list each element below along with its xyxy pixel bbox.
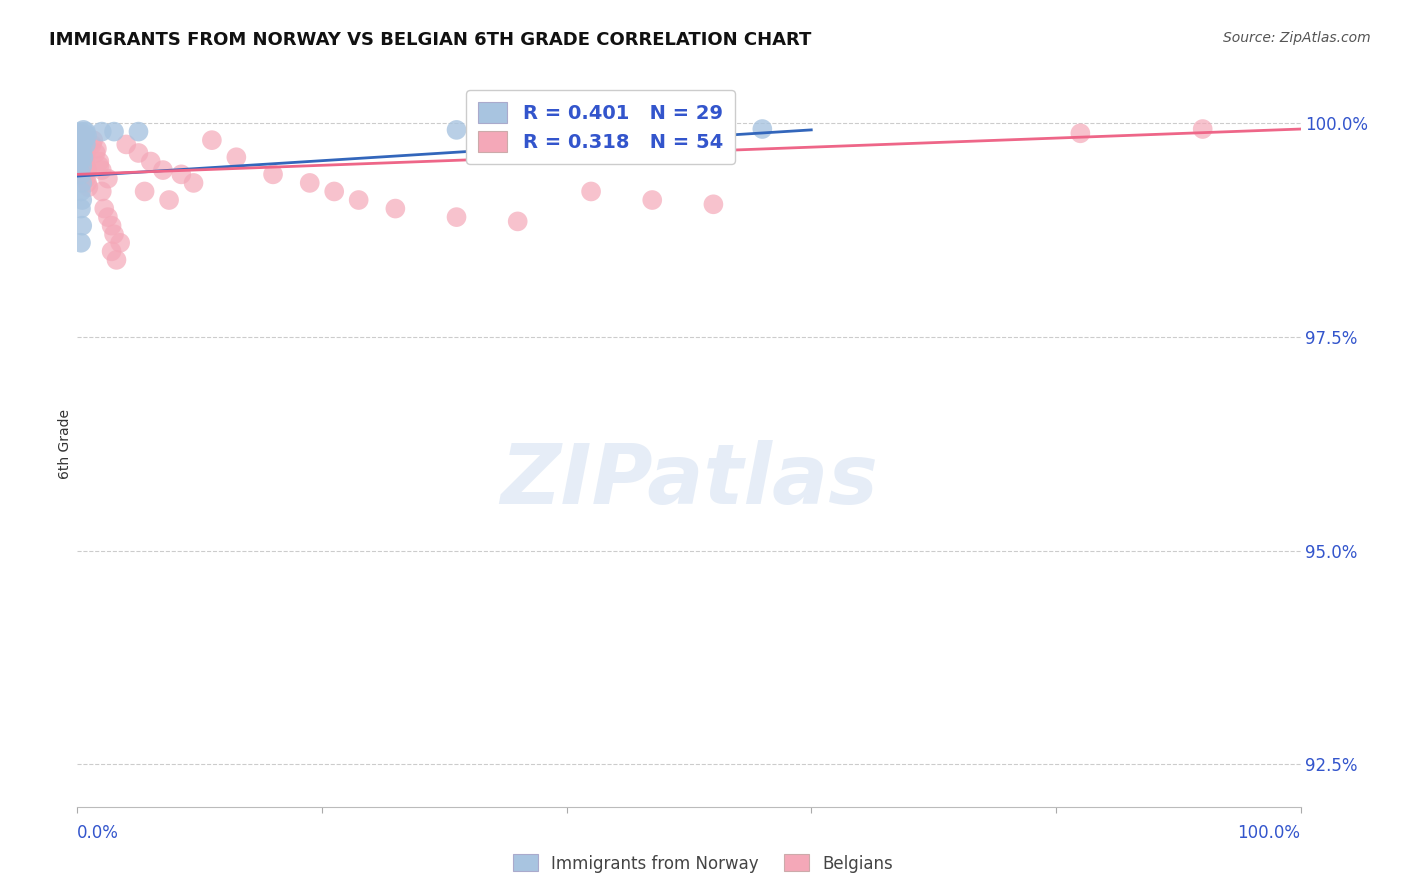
Point	[75, 125, 97, 139]
Point	[157, 193, 180, 207]
Point	[139, 154, 162, 169]
Point	[641, 193, 664, 207]
Point	[70, 125, 93, 139]
Point	[72, 150, 94, 164]
Point	[73, 144, 96, 158]
Point	[103, 227, 125, 242]
Point	[70, 176, 93, 190]
Point	[70, 219, 93, 233]
Point	[134, 185, 156, 199]
Point	[70, 126, 93, 140]
Point	[72, 135, 94, 149]
Point	[76, 128, 98, 143]
Point	[75, 159, 97, 173]
Point	[76, 163, 98, 178]
Point	[70, 126, 93, 140]
Point	[127, 125, 149, 139]
Point	[70, 235, 93, 250]
Point	[70, 133, 93, 147]
Point	[100, 219, 122, 233]
Point	[75, 145, 97, 160]
Point	[70, 185, 93, 199]
Point	[72, 128, 94, 143]
Text: 0.0%: 0.0%	[77, 824, 120, 842]
Point	[506, 214, 529, 228]
Point	[100, 244, 122, 259]
Text: IMMIGRANTS FROM NORWAY VS BELGIAN 6TH GRADE CORRELATION CHART: IMMIGRANTS FROM NORWAY VS BELGIAN 6TH GR…	[49, 31, 811, 49]
Point	[70, 142, 93, 156]
Point	[262, 167, 284, 181]
Point	[298, 176, 321, 190]
Point	[702, 197, 724, 211]
Point	[70, 145, 93, 160]
Point	[103, 125, 125, 139]
Point	[152, 163, 174, 178]
Text: ZIPatlas: ZIPatlas	[501, 440, 877, 521]
Point	[89, 159, 111, 173]
Point	[73, 154, 96, 169]
Point	[93, 202, 115, 216]
Point	[105, 252, 128, 267]
Point	[77, 180, 100, 194]
Point	[446, 123, 468, 137]
Point	[97, 210, 120, 224]
Point	[90, 163, 112, 178]
Point	[579, 185, 602, 199]
Point	[70, 142, 93, 156]
Point	[73, 127, 96, 141]
Point	[108, 235, 131, 250]
Point	[70, 167, 93, 181]
Point	[183, 176, 205, 190]
Point	[1191, 122, 1213, 136]
Point	[76, 176, 98, 190]
Point	[225, 150, 247, 164]
Point	[127, 145, 149, 160]
Point	[72, 150, 94, 164]
Point	[90, 185, 112, 199]
Point	[84, 145, 107, 160]
Point	[73, 131, 96, 145]
Legend: R = 0.401   N = 29, R = 0.318   N = 54: R = 0.401 N = 29, R = 0.318 N = 54	[467, 90, 734, 163]
Point	[70, 131, 93, 145]
Point	[72, 123, 94, 137]
Point	[1069, 126, 1091, 140]
Point	[89, 154, 111, 169]
Point	[80, 137, 103, 152]
Point	[384, 202, 406, 216]
Point	[73, 133, 96, 147]
Point	[97, 171, 120, 186]
Point	[70, 159, 93, 173]
Point	[73, 167, 96, 181]
Point	[170, 167, 193, 181]
Point	[82, 133, 104, 147]
Point	[446, 210, 468, 224]
Y-axis label: 6th Grade: 6th Grade	[58, 409, 72, 479]
Text: 100.0%: 100.0%	[1237, 824, 1301, 842]
Legend: Immigrants from Norway, Belgians: Immigrants from Norway, Belgians	[506, 847, 900, 880]
Point	[201, 133, 224, 147]
Point	[70, 130, 93, 145]
Point	[72, 137, 94, 152]
Point	[70, 154, 93, 169]
Point	[70, 202, 93, 216]
Point	[75, 137, 97, 152]
Text: Source: ZipAtlas.com: Source: ZipAtlas.com	[1223, 31, 1371, 45]
Point	[70, 193, 93, 207]
Point	[75, 171, 97, 186]
Point	[115, 137, 138, 152]
Point	[86, 142, 108, 156]
Point	[90, 125, 112, 139]
Point	[347, 193, 370, 207]
Point	[323, 185, 346, 199]
Point	[69, 128, 91, 143]
Point	[751, 122, 773, 136]
